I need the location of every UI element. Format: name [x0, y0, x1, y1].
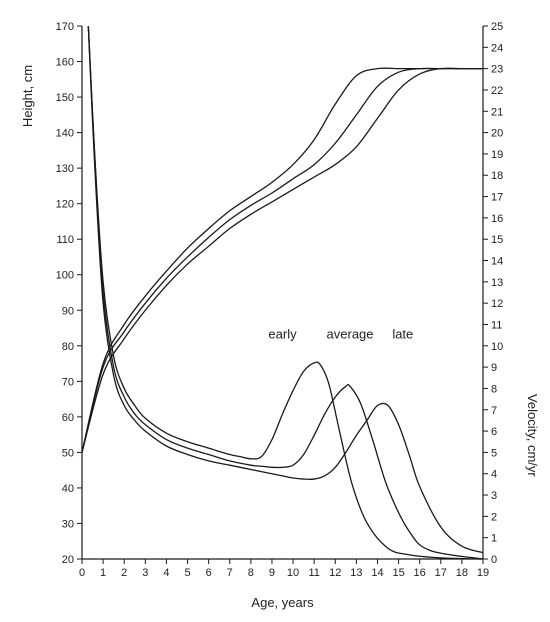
y-left-tick-label: 170 — [56, 21, 74, 33]
y-right-tick-label: 4 — [491, 469, 497, 481]
y-right-tick-label: 25 — [491, 21, 503, 33]
velocity-curve-2 — [87, 25, 484, 560]
y-axis-right-title: Velocity, cm/yr — [525, 394, 540, 478]
y-right-tick-label: 18 — [491, 170, 503, 182]
y-right-tick-label: 22 — [491, 85, 503, 97]
annotation-label: early — [268, 327, 297, 342]
y-left-tick-label: 150 — [56, 92, 74, 104]
y-left-tick-label: 80 — [62, 341, 74, 353]
x-tick-label: 17 — [435, 567, 447, 579]
annotation-label: late — [392, 327, 413, 342]
y-right-tick-label: 20 — [491, 128, 503, 140]
x-tick-label: 8 — [248, 567, 254, 579]
y-right-tick-label: 13 — [491, 277, 503, 289]
height-curve-1 — [81, 67, 483, 453]
y-right-tick-label: 5 — [491, 447, 497, 459]
x-tick-label: 18 — [456, 567, 468, 579]
y-left-tick-label: 110 — [56, 234, 74, 246]
y-left-tick-label: 90 — [62, 305, 74, 317]
y-right-ticks: 0123456789101112131415161718192021222324… — [483, 21, 503, 566]
y-left-tick-label: 50 — [62, 447, 74, 459]
y-right-tick-label: 10 — [491, 341, 503, 353]
annotations: early average late — [268, 327, 413, 342]
y-right-tick-label: 21 — [491, 106, 503, 118]
y-left-tick-label: 120 — [56, 199, 74, 211]
y-right-tick-label: 6 — [491, 426, 497, 438]
x-tick-label: 5 — [184, 567, 190, 579]
y-left-ticks: 20 30 40 50 60 70 80 90 100 110 120 130 140 150 160 170 — [56, 21, 82, 566]
x-tick-label: 12 — [329, 567, 341, 579]
y-right-tick-label: 3 — [491, 490, 497, 502]
y-right-tick-label: 16 — [491, 213, 503, 225]
y-right-tick-label: 23 — [491, 64, 503, 76]
x-tick-label: 14 — [371, 567, 383, 579]
y-right-tick-label: 1 — [491, 533, 497, 545]
height-curve-3 — [81, 67, 483, 453]
x-tick-label: 4 — [163, 567, 169, 579]
y-left-tick-label: 130 — [56, 163, 74, 175]
x-tick-label: 15 — [392, 567, 404, 579]
y-right-tick-label: 9 — [491, 362, 497, 374]
series-lines — [81, 25, 484, 560]
x-tick-label: 7 — [227, 567, 233, 579]
y-right-tick-label: 24 — [491, 42, 503, 54]
velocity-curve-1 — [87, 25, 484, 560]
x-tick-label: 11 — [308, 567, 319, 579]
y-axis-left-title: Height, cm — [20, 65, 35, 127]
y-right-tick-label: 19 — [491, 149, 503, 161]
y-right-tick-label: 2 — [491, 511, 497, 523]
x-tick-label: 0 — [79, 567, 85, 579]
x-tick-label: 2 — [121, 567, 127, 579]
y-left-tick-label: 60 — [62, 412, 74, 424]
x-ticks: 0 1 2 3 4 5 6 7 8 9 10 11 12 13 14 15 16 17 18 19 — [79, 559, 489, 579]
y-right-tick-label: 15 — [491, 234, 503, 246]
x-tick-label: 16 — [414, 567, 426, 579]
y-left-tick-label: 100 — [56, 270, 74, 282]
y-right-tick-label: 17 — [491, 192, 503, 204]
y-left-tick-label: 70 — [62, 376, 74, 388]
y-right-tick-label: 14 — [491, 256, 503, 268]
y-right-tick-label: 0 — [491, 554, 497, 566]
x-tick-label: 13 — [350, 567, 362, 579]
y-right-tick-label: 11 — [491, 319, 502, 331]
x-tick-label: 3 — [142, 567, 148, 579]
y-left-tick-label: 160 — [56, 57, 74, 69]
x-tick-label: 1 — [100, 567, 106, 579]
x-tick-label: 9 — [269, 567, 275, 579]
x-axis-title: Age, years — [251, 595, 314, 610]
plot-area: 0 1 2 3 4 5 6 7 8 9 10 11 12 13 14 15 16 17 18 19 203040506… — [56, 21, 504, 579]
y-left-tick-label: 40 — [62, 483, 74, 495]
height-curve-2 — [81, 67, 483, 453]
x-tick-label: 10 — [287, 567, 299, 579]
y-right-tick-label: 12 — [491, 298, 503, 310]
y-right-tick-label: 8 — [491, 383, 497, 395]
x-tick-label: 6 — [206, 567, 212, 579]
y-left-tick-label: 140 — [56, 128, 74, 140]
annotation-label: average — [327, 327, 374, 342]
y-left-tick-label: 30 — [62, 518, 74, 530]
x-tick-label: 19 — [477, 567, 489, 579]
velocity-curve-3 — [87, 25, 484, 554]
y-right-tick-label: 7 — [491, 405, 497, 417]
y-left-tick-label: 20 — [62, 554, 74, 566]
